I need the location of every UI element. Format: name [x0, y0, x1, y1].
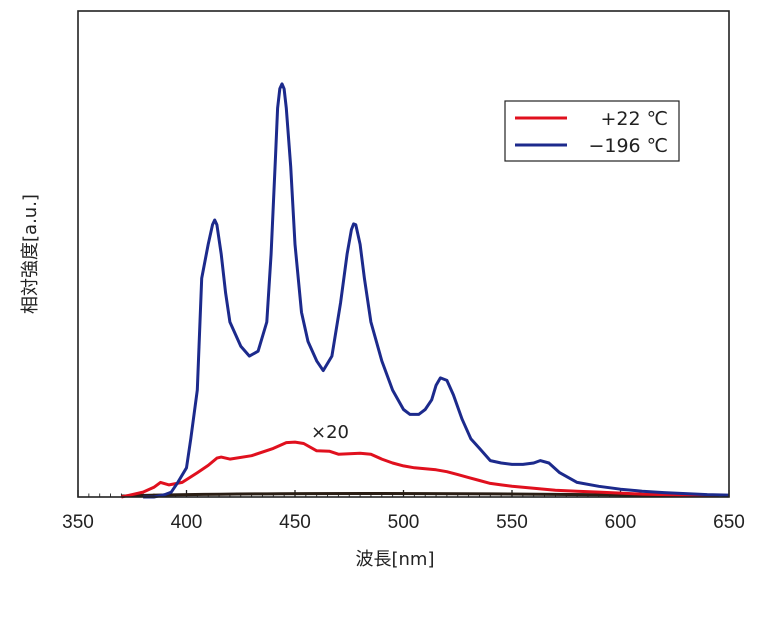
plot-area [77, 10, 730, 498]
series-line-0 [121, 440, 719, 499]
y-axis-title: 相対強度[a.u.] [20, 194, 41, 314]
x-tick-label: 400 [171, 512, 203, 533]
x-tick-label: 600 [605, 512, 637, 533]
x-tick-label: 650 [713, 512, 745, 533]
legend-box [504, 100, 680, 162]
series-layer [121, 82, 730, 499]
x-tick-label: 550 [496, 512, 528, 533]
baseline-trace [121, 492, 708, 498]
series-line-1 [143, 82, 730, 499]
legend-label-196c: −196 ℃ [588, 135, 668, 157]
x-tick-label: 450 [279, 512, 311, 533]
legend-label-22c: +22 ℃ [601, 108, 668, 130]
x-axis-title: 波長[nm] [356, 549, 435, 570]
annotation-x20: ×20 [311, 422, 349, 443]
legend: +22 ℃ −196 ℃ [504, 100, 680, 162]
x-tick-label: 500 [388, 512, 420, 533]
x-tick-label: 350 [62, 512, 94, 533]
x-axis-tick-labels: 350 400 450 500 550 600 650 [62, 512, 745, 533]
